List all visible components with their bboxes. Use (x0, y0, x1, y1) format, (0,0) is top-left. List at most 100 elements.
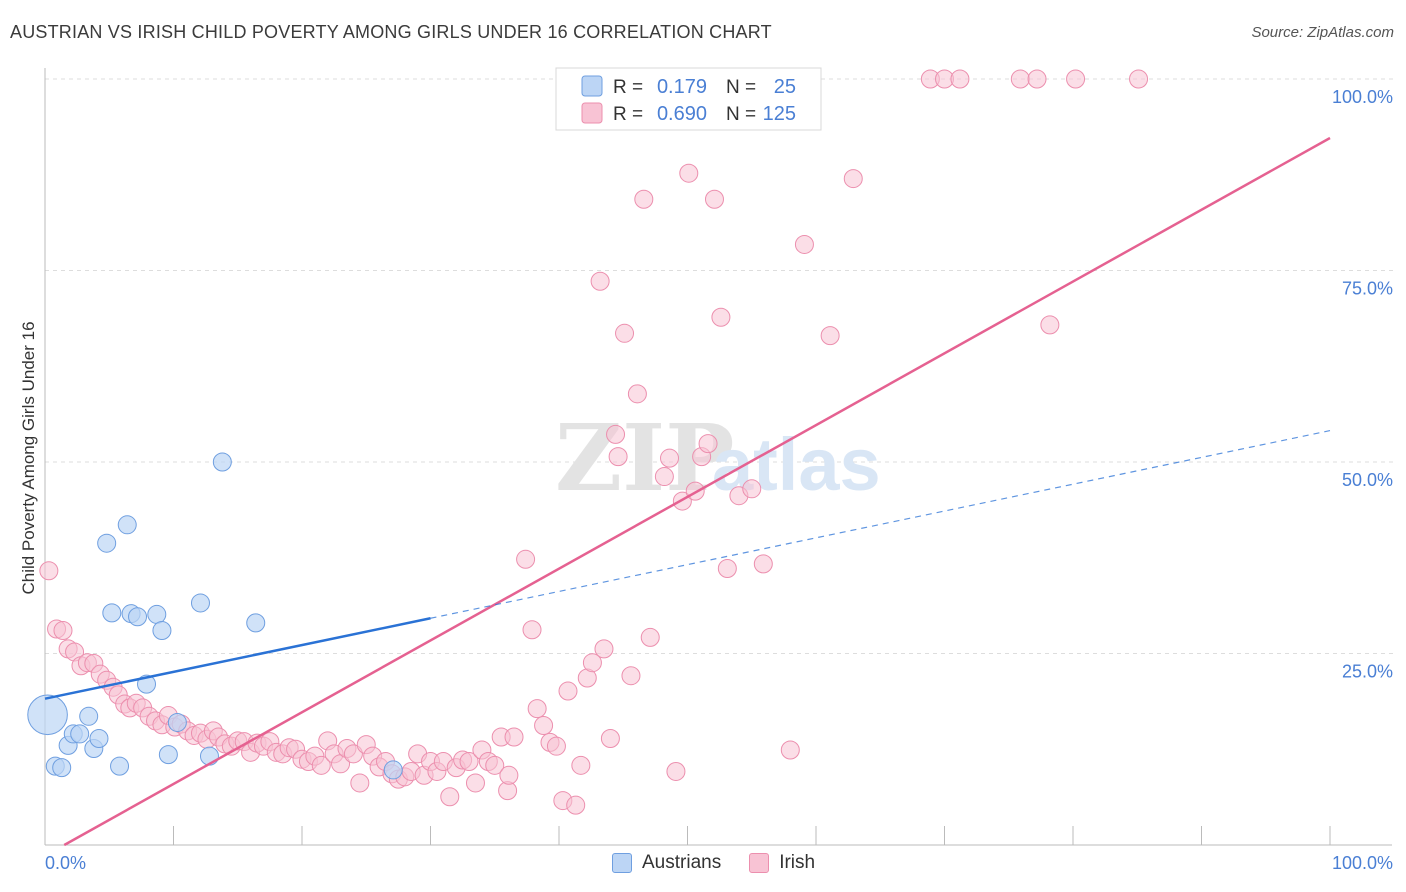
irish-point (627, 384, 647, 404)
stats-n-label: N = (726, 104, 756, 125)
irish-point (440, 787, 460, 807)
stats-legend: R = 0.179 N = 25 R = 0.690 N = 125 (555, 67, 822, 131)
irish-point (571, 755, 591, 775)
y-tick-label: 25.0% (1342, 662, 1393, 682)
stats-n-value: 25 (774, 76, 796, 98)
irish-point (679, 163, 699, 183)
x-tick-label-left: 0.0% (45, 853, 86, 873)
irish-point (39, 561, 59, 581)
stats-n-label: N = (726, 77, 756, 98)
y-axis-label: Child Poverty Among Girls Under 16 (19, 321, 38, 594)
irish-point (343, 744, 363, 764)
source-label: Source: ZipAtlas.com (1251, 24, 1394, 41)
austrians-point (152, 621, 172, 641)
trend-lines (44, 136, 1331, 847)
irish-swatch (749, 853, 770, 873)
austrians-point (383, 760, 403, 780)
irish-point (53, 621, 73, 641)
y-tick-label: 50.0% (1342, 470, 1393, 490)
legend-item-austrians[interactable]: Austrians (612, 852, 721, 874)
irish-point (459, 752, 479, 772)
austrians-point (27, 694, 68, 736)
stats-r-value: 0.690 (657, 103, 707, 125)
irish-point (485, 755, 505, 775)
irish-point (558, 681, 578, 701)
irish-point (780, 740, 800, 760)
irish-point (546, 736, 566, 756)
irish-point (704, 189, 724, 209)
legend-item-irish[interactable]: Irish (749, 852, 815, 874)
irish-point (698, 434, 718, 454)
irish-point (516, 549, 536, 569)
irish-point (711, 307, 731, 327)
irish-point (660, 448, 680, 468)
irish-point (1040, 315, 1060, 335)
irish-point (1129, 69, 1149, 89)
irish-point (594, 639, 614, 659)
austrians-point (190, 593, 210, 613)
tick-labels: 25.0% 50.0% 75.0% 100.0% 0.0% 100.0% Child Pov… (19, 87, 1393, 873)
irish-point (654, 467, 674, 487)
stats-r-value: 0.179 (657, 76, 707, 98)
irish-point (600, 729, 620, 749)
austrians-point (212, 452, 232, 472)
austrians-point (70, 724, 90, 744)
irish-point (843, 169, 863, 189)
irish-point (820, 326, 840, 346)
austrians-point (89, 729, 109, 749)
austrians-point (110, 756, 130, 776)
irish-point (608, 447, 628, 467)
series-legend: Austrians Irish (612, 852, 833, 874)
austrians-point (117, 515, 137, 535)
austrians-point (52, 758, 72, 778)
stats-r-label: R = (613, 77, 643, 98)
austrians-point (167, 712, 187, 732)
irish-point (717, 558, 737, 578)
irish-point (566, 795, 586, 815)
irish-point (640, 627, 660, 647)
y-tick-label: 100.0% (1332, 87, 1393, 107)
irish-point (465, 773, 485, 793)
irish-point (1027, 69, 1047, 89)
austrians-point (246, 613, 266, 633)
stats-legend-swatch (581, 102, 603, 124)
x-tick-label-right: 100.0% (1332, 853, 1393, 873)
austrians-trend-line (44, 617, 431, 700)
irish-point (606, 424, 626, 444)
irish-point (753, 554, 773, 574)
irish-point (499, 765, 519, 785)
austrians-point (97, 533, 117, 553)
austrians-points (27, 452, 403, 780)
irish-point (1010, 69, 1030, 89)
y-tick-label: 75.0% (1342, 279, 1393, 299)
irish-point (522, 620, 542, 640)
stats-n-value: 125 (763, 103, 796, 125)
austrians-point (147, 604, 167, 624)
irish-point (590, 271, 610, 291)
irish-point (582, 653, 602, 673)
irish-point (1066, 69, 1086, 89)
irish-point (634, 189, 654, 209)
irish-point (311, 755, 331, 775)
irish-point (794, 234, 814, 254)
irish-point (504, 727, 524, 747)
stats-legend-swatch (581, 75, 603, 97)
chart-title: AUSTRIAN VS IRISH CHILD POVERTY AMONG GI… (10, 22, 772, 42)
irish-point (666, 761, 686, 781)
austrians-point (199, 746, 219, 766)
irish-point (621, 666, 641, 686)
irish-point (534, 716, 554, 736)
legend-label-irish: Irish (779, 852, 816, 873)
legend-label-austrians: Austrians (642, 852, 722, 873)
irish-point (950, 69, 970, 89)
irish-point (742, 479, 762, 499)
stats-r-label: R = (613, 104, 643, 125)
irish-point (350, 773, 370, 793)
austrians-swatch (612, 853, 632, 873)
irish-trend-line (63, 136, 1331, 847)
austrians-point (79, 706, 99, 726)
irish-point (527, 699, 547, 719)
austrians-point (102, 603, 122, 623)
